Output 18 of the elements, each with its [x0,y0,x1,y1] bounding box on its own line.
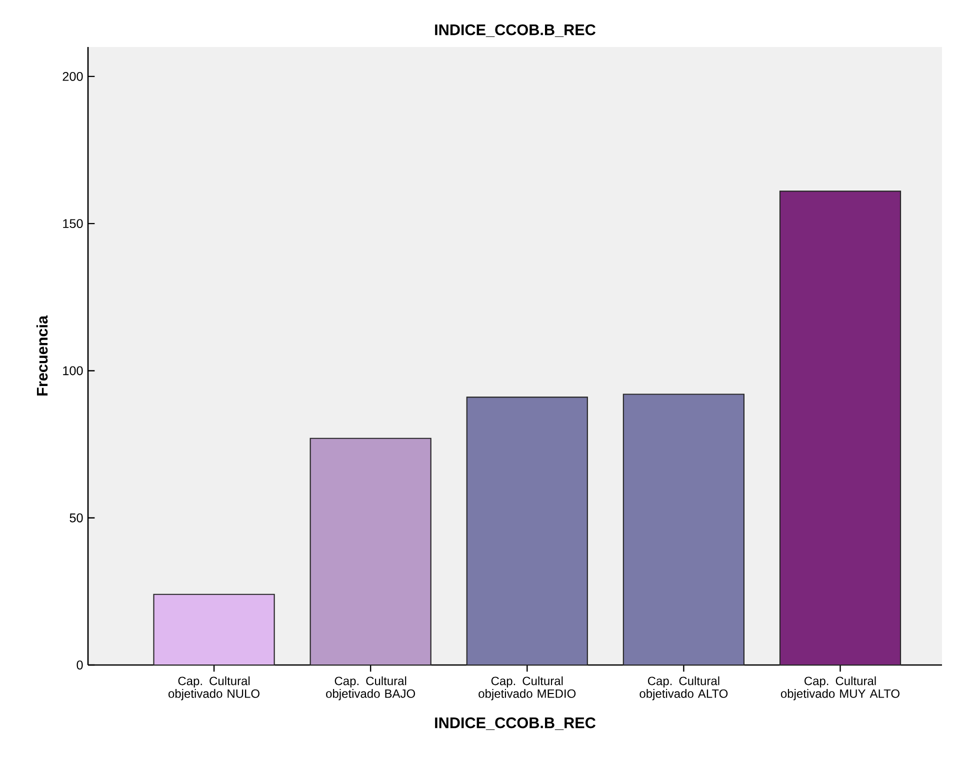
y-tick-label: 150 [63,219,83,228]
y-tick-label: 100 [63,366,83,376]
bar [466,396,588,666]
bar [779,190,902,666]
x-tick-label: Cap. Cultural objetivado MUY ALTO [780,676,900,700]
chart-title: INDICE_CCOB.B_REC [435,24,596,37]
y-tick-label: 50 [70,513,83,522]
y-axis-title: Frecuencia [36,315,48,396]
y-tick-label: 0 [76,660,83,670]
x-axis-title: INDICE_CCOB.B_REC [435,717,596,730]
x-tick-label: Cap. Cultural objetivado MEDIO [478,676,576,700]
x-tick-label: Cap. Cultural objetivado ALTO [640,676,728,700]
x-tick-label: Cap. Cultural objetivado NULO [168,676,260,700]
bar [310,438,432,666]
y-tick-label: 200 [62,72,83,81]
x-tick-label: Cap. Cultural objetivado BAJO [326,676,416,700]
bar [153,594,275,666]
bar [622,394,744,666]
